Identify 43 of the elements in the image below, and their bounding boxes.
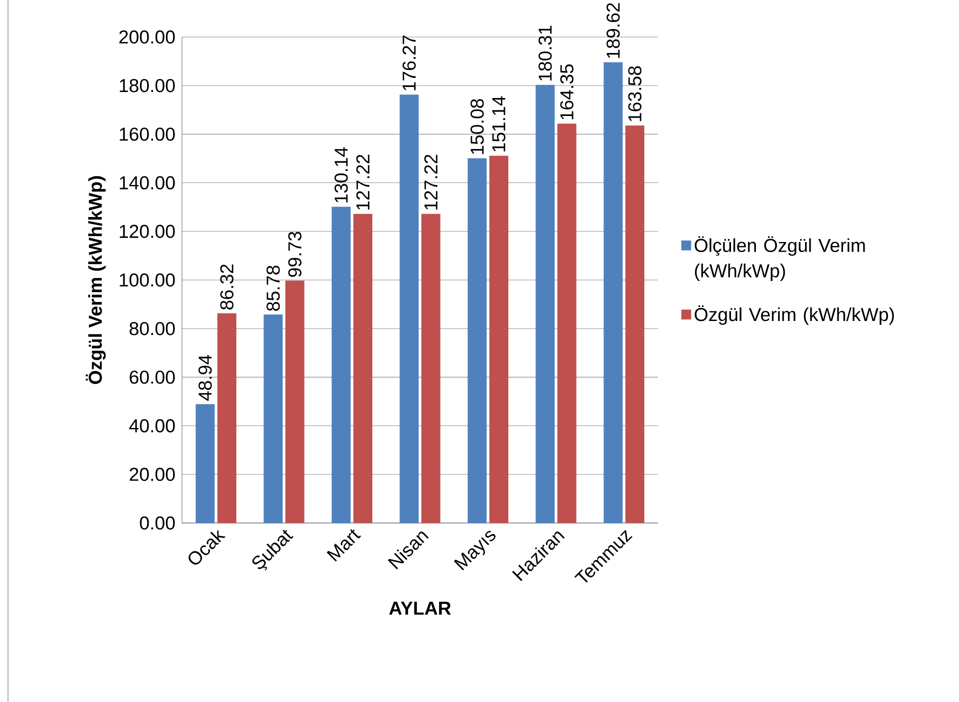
bar (285, 280, 304, 523)
bar (353, 214, 372, 523)
bar (196, 404, 215, 523)
y-tick-label: 40.00 (129, 419, 175, 432)
y-tick-label: 0.00 (140, 516, 175, 530)
data-label: 176.27 (402, 36, 416, 90)
legend-label: Ölçülen Özgül Verim (kWh/kWp) (694, 236, 865, 282)
bar (421, 214, 440, 523)
legend-label: Özgül Verim (kWh/kWp) (694, 305, 894, 325)
y-tick-label: 200.00 (119, 30, 175, 44)
bar (468, 158, 487, 523)
bar (264, 314, 283, 523)
bar (536, 84, 555, 523)
data-label: 164.35 (560, 64, 574, 120)
data-label: 127.22 (424, 154, 438, 210)
y-tick-label: 60.00 (130, 370, 175, 384)
bar (604, 62, 623, 523)
data-label: 151.14 (492, 96, 506, 152)
bar (489, 156, 508, 523)
y-tick-label: 20.00 (130, 468, 175, 481)
y-tick-label: 140.00 (120, 176, 175, 190)
bar (217, 313, 236, 523)
data-label: 130.14 (334, 147, 348, 202)
y-tick-label: 80.00 (130, 322, 175, 336)
x-axis-title: AYLAR (389, 602, 451, 615)
data-label: 180.31 (538, 26, 552, 80)
bar (557, 124, 576, 523)
y-tick-label: 180.00 (120, 78, 175, 92)
y-tick-label: 100.00 (120, 273, 175, 287)
y-tick-label: 160.00 (120, 128, 175, 141)
bar (332, 206, 351, 523)
bar (625, 125, 644, 523)
bar (400, 94, 419, 523)
data-label: 150.08 (470, 99, 484, 154)
y-axis-title: Özgül Verim (kWh/kWp) (86, 176, 106, 384)
data-label: 85.78 (266, 266, 280, 311)
data-label: 163.58 (628, 66, 642, 122)
data-label: 127.22 (356, 154, 370, 210)
data-label: 99.73 (288, 232, 302, 277)
data-label: 48.94 (198, 354, 212, 401)
data-label: 189.62 (606, 3, 620, 58)
data-label: 86.32 (220, 264, 234, 310)
y-tick-label: 120.00 (120, 224, 175, 238)
